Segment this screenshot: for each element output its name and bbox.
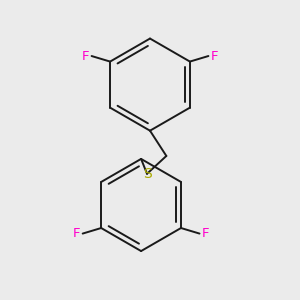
- Text: F: F: [82, 50, 89, 62]
- Text: F: F: [73, 227, 80, 240]
- Text: S: S: [143, 167, 152, 181]
- Text: F: F: [211, 50, 218, 62]
- Text: F: F: [202, 227, 209, 240]
